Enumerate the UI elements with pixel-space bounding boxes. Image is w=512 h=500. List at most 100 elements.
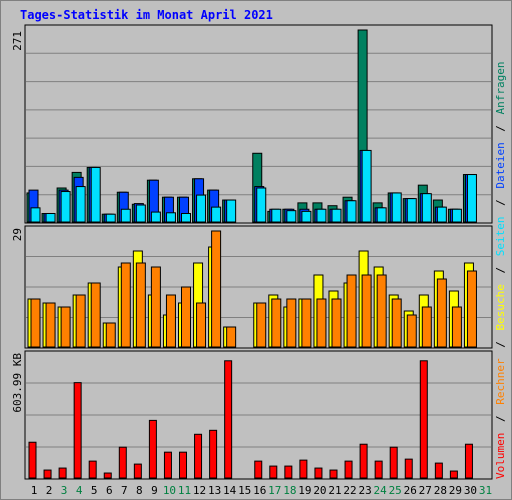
bar-seiten-21 xyxy=(331,208,342,223)
bar-volumen-12 xyxy=(194,433,203,479)
bar-volumen-30 xyxy=(464,443,473,479)
bar-seiten-19 xyxy=(301,210,312,223)
bar-volumen-10 xyxy=(163,451,172,479)
bar-rechner-20 xyxy=(316,298,327,348)
bar-volumen-18 xyxy=(284,465,293,479)
x-tick-label-19: 19 xyxy=(298,484,311,497)
bar-rechner-3 xyxy=(60,306,71,348)
bar-rechner-9 xyxy=(150,266,161,348)
bar-rechner-14 xyxy=(226,326,237,348)
bar-volumen-16 xyxy=(254,460,263,479)
bar-seiten-6 xyxy=(105,213,116,223)
x-tick-label-29: 29 xyxy=(449,484,462,497)
bar-rechner-29 xyxy=(451,306,462,348)
bar-volumen-14 xyxy=(224,360,233,479)
x-tick-label-27: 27 xyxy=(419,484,432,497)
bar-rechner-25 xyxy=(391,298,402,348)
bar-seiten-3 xyxy=(60,191,71,223)
bar-seiten-30 xyxy=(466,174,477,223)
bar-seiten-9 xyxy=(150,211,161,223)
legend-seiten: Seiten xyxy=(494,217,507,257)
bar-volumen-5 xyxy=(88,460,97,479)
bar-volumen-27 xyxy=(419,360,428,479)
bar-rechner-28 xyxy=(436,278,447,348)
bar-volumen-3 xyxy=(58,467,67,479)
legend-sep-5: / xyxy=(494,125,507,132)
x-tick-label-16: 16 xyxy=(253,484,266,497)
bar-volumen-19 xyxy=(299,459,308,479)
legend-sep-2: / xyxy=(494,341,507,348)
bar-seiten-1 xyxy=(30,207,41,223)
bar-rechner-6 xyxy=(105,322,116,348)
panel-top-max-label: 271 xyxy=(11,31,24,51)
x-tick-label-28: 28 xyxy=(434,484,447,497)
legend-dateien: Dateien xyxy=(494,142,507,188)
bar-seiten-24 xyxy=(376,207,387,223)
bar-rechner-24 xyxy=(376,274,387,348)
panel-top: 271 xyxy=(11,24,493,224)
bar-volumen-6 xyxy=(103,472,112,479)
bar-rechner-12 xyxy=(196,302,207,348)
bar-seiten-29 xyxy=(451,208,462,223)
bar-volumen-4 xyxy=(73,382,82,479)
bar-volumen-21 xyxy=(329,469,338,479)
bar-volumen-23 xyxy=(359,443,368,479)
x-tick-label-7: 7 xyxy=(121,484,128,497)
bar-volumen-20 xyxy=(314,467,323,479)
bar-rechner-11 xyxy=(181,286,191,348)
bar-volumen-11 xyxy=(179,451,187,479)
x-tick-label-23: 23 xyxy=(358,484,371,497)
bar-volumen-26 xyxy=(404,458,413,479)
bar-seiten-2 xyxy=(45,212,56,223)
x-tick-label-14: 14 xyxy=(223,484,237,497)
x-tick-label-18: 18 xyxy=(283,484,296,497)
bar-seiten-25 xyxy=(391,192,402,223)
bar-volumen-25 xyxy=(389,446,398,479)
bar-seiten-16 xyxy=(256,187,267,223)
bar-rechner-26 xyxy=(406,314,417,348)
bar-volumen-13 xyxy=(209,429,218,479)
x-tick-label-3: 3 xyxy=(61,484,68,497)
x-tick-label-22: 22 xyxy=(343,484,356,497)
bar-volumen-7 xyxy=(118,446,127,479)
bar-seiten-7 xyxy=(120,208,131,223)
x-tick-label-8: 8 xyxy=(136,484,143,497)
bar-rechner-27 xyxy=(421,306,432,348)
bar-rechner-23 xyxy=(361,274,372,348)
bar-volumen-28 xyxy=(434,462,443,479)
bar-rechner-17 xyxy=(271,298,282,348)
x-tick-label-12: 12 xyxy=(193,484,206,497)
bar-rechner-22 xyxy=(346,274,357,348)
bar-rechner-21 xyxy=(331,298,342,348)
bar-seiten-11 xyxy=(181,212,191,223)
bar-seiten-18 xyxy=(286,210,297,223)
legend-sep-4: / xyxy=(494,199,507,206)
bar-seiten-22 xyxy=(346,200,357,223)
bar-rechner-16 xyxy=(256,302,267,348)
bar-seiten-28 xyxy=(436,206,447,223)
legend-besuche: Besuche xyxy=(494,284,507,330)
legend-anfragen: Anfragen xyxy=(494,61,507,114)
x-tick-label-11: 11 xyxy=(178,484,191,497)
bar-seiten-26 xyxy=(406,198,417,223)
bar-seiten-12 xyxy=(196,194,207,223)
bar-rechner-1 xyxy=(30,298,41,348)
x-tick-label-17: 17 xyxy=(268,484,281,497)
bar-rechner-7 xyxy=(120,262,131,348)
x-tick-label-21: 21 xyxy=(328,484,341,497)
bar-volumen-9 xyxy=(148,419,157,479)
x-tick-label-20: 20 xyxy=(313,484,326,497)
bar-seiten-23 xyxy=(361,149,372,223)
x-tick-label-13: 13 xyxy=(208,484,221,497)
bar-rechner-10 xyxy=(165,294,176,348)
bar-seiten-13 xyxy=(211,206,222,223)
x-tick-label-15: 15 xyxy=(238,484,251,497)
bar-seiten-27 xyxy=(421,193,432,223)
x-tick-label-30: 30 xyxy=(464,484,477,497)
bar-seiten-8 xyxy=(135,204,146,223)
x-tick-label-31: 31 xyxy=(479,484,492,497)
x-axis-labels: 1 2 3 4 5 6 7 8 9 10 11 12 13 14 15 16 17 18 19 20 21 22 23 24 2… xyxy=(31,484,492,497)
x-tick-label-6: 6 xyxy=(106,484,113,497)
panel-mid: 29 xyxy=(11,225,493,349)
